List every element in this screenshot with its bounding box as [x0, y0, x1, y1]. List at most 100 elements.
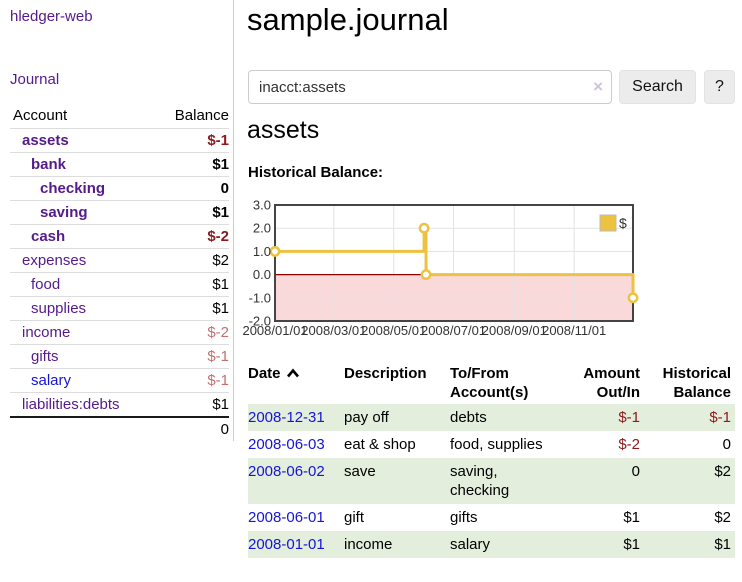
search-box: ×	[248, 70, 612, 104]
svg-text:$: $	[619, 215, 627, 231]
date-column-header[interactable]: Date	[248, 362, 344, 404]
transaction-amount: $-2	[618, 436, 640, 453]
transaction-description: pay off	[344, 409, 389, 426]
account-link-bank[interactable]: bank	[31, 156, 67, 173]
account-balance: $-2	[207, 228, 229, 245]
sidebar-divider	[233, 0, 234, 441]
historical-balance-chart: $3.0 2.0 1.0 0.0 -1.0 -2.0 2008/01/01 2008/03/0…	[242, 198, 742, 346]
account-link-supplies[interactable]: supplies	[31, 300, 87, 317]
help-button[interactable]: ?	[704, 70, 735, 104]
svg-text:2008/11/01: 2008/11/01	[542, 323, 606, 338]
sidebar-account-row: saving $1	[10, 200, 229, 224]
sidebar-account-row: cash $-2	[10, 224, 229, 248]
transaction-row: 2008-06-01 gift gifts $1 $2	[248, 504, 735, 531]
sidebar-account-row: salary $-1	[10, 368, 229, 392]
svg-text:2008/07/01: 2008/07/01	[421, 323, 486, 338]
account-balance: $1	[212, 156, 229, 173]
transaction-balance: $2	[714, 509, 731, 526]
clear-search-icon[interactable]: ×	[593, 77, 603, 96]
account-balance: $1	[212, 204, 229, 221]
date-header-label: Date	[248, 365, 281, 382]
transaction-accounts: debts	[450, 409, 487, 426]
amount-column-header: Amount Out/In	[583, 365, 640, 401]
sidebar-account-row: bank $1	[10, 152, 229, 176]
account-balance: $-1	[207, 132, 229, 149]
svg-text:2008/09/01: 2008/09/01	[482, 323, 547, 338]
sidebar-item-journal[interactable]: Journal	[10, 71, 60, 88]
account-balance: $-1	[207, 372, 229, 389]
sidebar-account-row: supplies $1	[10, 296, 229, 320]
accounts-column-header: To/From Account(s)	[450, 365, 529, 401]
account-balance: $1	[212, 300, 229, 317]
account-balance: $-2	[207, 324, 229, 341]
transactions-table-wrap: Date Description To/From Account(s) Amou…	[248, 362, 735, 558]
description-column-header: Description	[344, 365, 427, 382]
sidebar-account-row: checking 0	[10, 176, 229, 200]
transaction-accounts: food, supplies	[450, 436, 543, 453]
account-heading: assets	[247, 116, 320, 144]
account-link-food[interactable]: food	[31, 276, 61, 293]
accounts-total-value: 0	[220, 421, 229, 438]
accounts-total-row: 0	[10, 416, 229, 441]
transaction-date-link[interactable]: 2008-06-02	[248, 463, 325, 480]
transaction-date-link[interactable]: 2008-06-03	[248, 436, 325, 453]
account-balance: $-1	[207, 348, 229, 365]
account-balance: $2	[212, 252, 229, 269]
transaction-description: gift	[344, 509, 365, 526]
sidebar-account-row: gifts $-1	[10, 344, 229, 368]
transactions-header-row: Date Description To/From Account(s) Amou…	[248, 362, 735, 404]
accounts-table: Account Balance assets $-1 bank $1 checking 0…	[10, 104, 229, 441]
account-link-cash[interactable]: cash	[31, 228, 66, 245]
account-balance: 0	[220, 180, 229, 197]
svg-text:-1.0: -1.0	[249, 290, 271, 305]
account-balance: $1	[212, 276, 229, 293]
transaction-description: income	[344, 536, 393, 553]
svg-text:2008/05/01: 2008/05/01	[361, 323, 426, 338]
account-link-income[interactable]: income	[22, 324, 71, 341]
transaction-amount: $1	[623, 536, 640, 553]
search-button[interactable]: Search	[619, 70, 696, 104]
page-title: sample.journal	[247, 2, 449, 37]
transaction-description: save	[344, 463, 376, 480]
transaction-amount: $-1	[618, 409, 640, 426]
svg-text:2008/03/01: 2008/03/01	[301, 323, 366, 338]
transaction-description: eat & shop	[344, 436, 416, 453]
transaction-date-link[interactable]: 2008-12-31	[248, 409, 325, 426]
account-link-checking[interactable]: checking	[40, 180, 106, 197]
sidebar-account-row: assets $-1	[10, 128, 229, 152]
svg-text:-2.0: -2.0	[249, 314, 271, 329]
transaction-balance: $-1	[709, 409, 731, 426]
transaction-balance: $1	[714, 536, 731, 553]
transaction-accounts: salary	[450, 536, 491, 553]
transaction-amount: 0	[631, 463, 640, 480]
account-link-gifts[interactable]: gifts	[31, 348, 59, 365]
transaction-balance: $2	[714, 463, 731, 480]
account-balance: $1	[212, 396, 229, 413]
svg-text:1.0: 1.0	[253, 244, 271, 259]
transaction-row: 2008-06-03 eat & shop food, supplies $-2 0	[248, 431, 735, 458]
transaction-date-link[interactable]: 2008-06-01	[248, 509, 325, 526]
accounts-table-header: Account Balance	[10, 104, 229, 128]
account-link-saving[interactable]: saving	[40, 204, 88, 221]
transaction-date-link[interactable]: 2008-01-01	[248, 536, 325, 553]
sort-ascending-icon	[286, 368, 299, 378]
sidebar-account-row: liabilities:debts $1	[10, 392, 229, 416]
sidebar-account-row: income $-2	[10, 320, 229, 344]
brand-link[interactable]: hledger-web	[10, 8, 93, 25]
transactions-table: Date Description To/From Account(s) Amou…	[248, 362, 735, 558]
account-link-liabilities-debts[interactable]: liabilities:debts	[22, 396, 120, 413]
svg-text:3.0: 3.0	[253, 198, 271, 213]
svg-text:2.0: 2.0	[253, 221, 271, 236]
account-column-header: Account	[13, 107, 68, 124]
sidebar-account-row: expenses $2	[10, 248, 229, 272]
account-link-expenses[interactable]: expenses	[22, 252, 87, 269]
balance-column-header-main: Historical Balance	[662, 365, 731, 401]
transaction-row: 2008-06-02 save saving, checking 0 $2	[248, 458, 735, 504]
balance-column-header: Balance	[174, 107, 229, 124]
account-link-salary[interactable]: salary	[31, 372, 72, 389]
account-link-assets[interactable]: assets	[22, 132, 69, 149]
search-input[interactable]	[248, 70, 612, 104]
transaction-row: 2008-01-01 income salary $1 $1	[248, 531, 735, 558]
transaction-accounts: gifts	[450, 509, 478, 526]
